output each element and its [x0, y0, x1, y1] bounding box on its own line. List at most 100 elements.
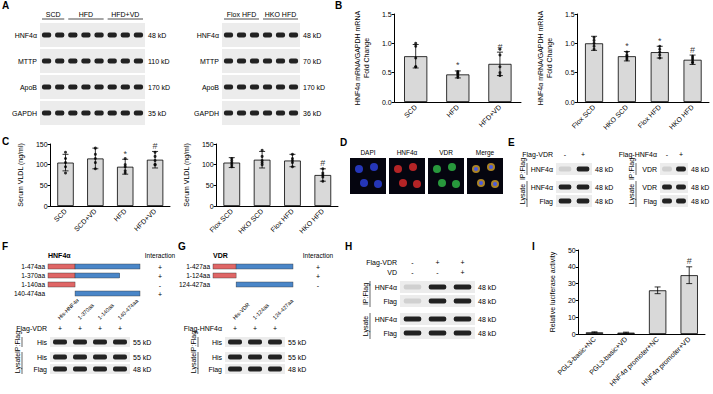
svg-text:10: 10: [568, 314, 576, 321]
svg-text:MTTP: MTTP: [18, 58, 37, 65]
svg-text:+: +: [233, 325, 237, 332]
svg-text:Flox HFD: Flox HFD: [636, 104, 662, 130]
svg-text:55 kD: 55 kD: [133, 339, 151, 346]
svg-text:Lysate: Lysate: [14, 353, 22, 373]
svg-text:48 kD: 48 kD: [133, 366, 151, 373]
svg-text:36 kD: 36 kD: [303, 110, 321, 117]
svg-text:48 kD: 48 kD: [691, 198, 709, 205]
svg-text:Lysate: Lysate: [628, 184, 636, 204]
svg-text:Lysate: Lysate: [519, 184, 527, 204]
svg-text:VDR: VDR: [439, 149, 453, 156]
svg-text:Flag-VDR: Flag-VDR: [522, 151, 553, 159]
svg-text:1-124aa: 1-124aa: [251, 302, 270, 321]
svg-text:His: His: [212, 354, 223, 361]
svg-text:48 kD: 48 kD: [148, 32, 166, 39]
svg-text:35 kD: 35 kD: [148, 110, 166, 117]
svg-text:48 kD: 48 kD: [288, 366, 306, 373]
svg-text:HFD: HFD: [445, 104, 460, 119]
svg-text:Flag-HNF4α: Flag-HNF4α: [619, 151, 657, 159]
svg-text:IP:Flag: IP:Flag: [14, 331, 22, 353]
svg-text:+: +: [118, 325, 122, 332]
svg-text:48 kD: 48 kD: [478, 316, 496, 323]
svg-text:Flox HFD: Flox HFD: [269, 208, 295, 234]
svg-text:SCD+VD: SCD+VD: [73, 208, 98, 233]
svg-text:I: I: [532, 241, 535, 252]
svg-text:His: His: [212, 339, 223, 346]
svg-text:#: #: [153, 141, 158, 151]
svg-text:+: +: [98, 325, 102, 332]
svg-text:48 kD: 48 kD: [691, 184, 709, 191]
svg-text:50: 50: [40, 182, 48, 189]
svg-text:150: 150: [202, 141, 214, 148]
svg-text:*: *: [123, 149, 127, 159]
svg-text:100: 100: [36, 161, 48, 168]
svg-text:SCD: SCD: [53, 208, 68, 223]
svg-text:+: +: [581, 151, 585, 158]
svg-text:+: +: [158, 264, 162, 271]
svg-text:+: +: [460, 269, 464, 276]
svg-text:+: +: [78, 325, 82, 332]
svg-text:Interaction: Interaction: [303, 252, 334, 259]
svg-text:1-140aa: 1-140aa: [21, 281, 45, 288]
svg-text:His: His: [37, 354, 48, 361]
svg-text:1.5: 1.5: [382, 11, 392, 18]
svg-text:His: His: [37, 339, 48, 346]
svg-text:30: 30: [568, 280, 576, 287]
svg-text:Flox SCD: Flox SCD: [208, 208, 234, 234]
svg-text:48 kD: 48 kD: [478, 298, 496, 305]
svg-text:170 kD: 170 kD: [148, 84, 170, 91]
svg-text:140-474aa: 140-474aa: [14, 290, 45, 297]
svg-text:C: C: [2, 136, 9, 147]
svg-text:MTTP: MTTP: [200, 58, 219, 65]
svg-text:DAPI: DAPI: [360, 149, 375, 156]
svg-text:1.0: 1.0: [565, 40, 575, 47]
svg-text:+: +: [460, 259, 464, 266]
svg-text:HNF4α mRNA/GAPDH mRNA: HNF4α mRNA/GAPDH mRNA: [537, 11, 544, 106]
svg-text:HFD: HFD: [113, 208, 128, 223]
svg-text:HNF4α: HNF4α: [375, 284, 397, 291]
svg-text:G: G: [178, 241, 186, 252]
svg-text:1-474aa: 1-474aa: [21, 263, 45, 270]
svg-text:HNF4α promoter+NC: HNF4α promoter+NC: [608, 336, 661, 389]
svg-text:VDR: VDR: [642, 166, 657, 173]
svg-text:-: -: [317, 282, 320, 289]
svg-text:1-140aa: 1-140aa: [96, 302, 115, 321]
svg-text:HNF4α promoter+VD: HNF4α promoter+VD: [640, 336, 692, 388]
svg-text:*: *: [625, 41, 629, 51]
svg-text:HNF4α: HNF4α: [15, 32, 37, 39]
svg-text:E: E: [508, 137, 515, 148]
svg-text:HKO HFD: HKO HFD: [265, 11, 297, 18]
svg-text:*: *: [456, 60, 460, 70]
svg-text:HNF4α: HNF4α: [375, 316, 397, 323]
svg-text:HNF4α: HNF4α: [531, 184, 553, 191]
svg-text:40: 40: [568, 263, 576, 270]
svg-text:HNF4α: HNF4α: [197, 32, 219, 39]
svg-text:HKO HFD: HKO HFD: [298, 208, 325, 235]
svg-text:1-370aa: 1-370aa: [21, 272, 45, 279]
svg-text:H: H: [345, 241, 352, 252]
svg-text:55 kD: 55 kD: [133, 354, 151, 361]
svg-text:48 kD: 48 kD: [478, 284, 496, 291]
svg-text:1.0: 1.0: [382, 40, 392, 47]
svg-text:HKO HFD: HKO HFD: [668, 104, 695, 131]
svg-text:Lysate: Lysate: [190, 353, 198, 373]
svg-text:SCD: SCD: [403, 104, 418, 119]
svg-text:GAPDH: GAPDH: [12, 110, 37, 117]
svg-text:-: -: [411, 259, 414, 266]
svg-text:Flag: Flag: [383, 330, 397, 338]
svg-text:IP:Flag: IP:Flag: [519, 158, 527, 180]
svg-text:Serum VLDL (ng/ml): Serum VLDL (ng/ml): [183, 143, 191, 207]
svg-text:#: #: [320, 158, 325, 168]
svg-text:48 kD: 48 kD: [303, 32, 321, 39]
svg-text:1-427aa: 1-427aa: [186, 263, 210, 270]
svg-text:1-124aa: 1-124aa: [186, 272, 210, 279]
svg-text:150: 150: [36, 141, 48, 148]
svg-text:ApoB: ApoB: [20, 84, 37, 92]
svg-text:0: 0: [44, 203, 48, 210]
svg-text:D: D: [340, 137, 347, 148]
svg-text:#: #: [690, 45, 695, 55]
svg-text:Merge: Merge: [476, 149, 495, 157]
svg-text:Flag: Flag: [383, 298, 397, 306]
svg-text:Interaction: Interaction: [145, 252, 176, 259]
svg-text:HNF4α mRNA/GAPDH mRNA: HNF4α mRNA/GAPDH mRNA: [354, 11, 361, 106]
